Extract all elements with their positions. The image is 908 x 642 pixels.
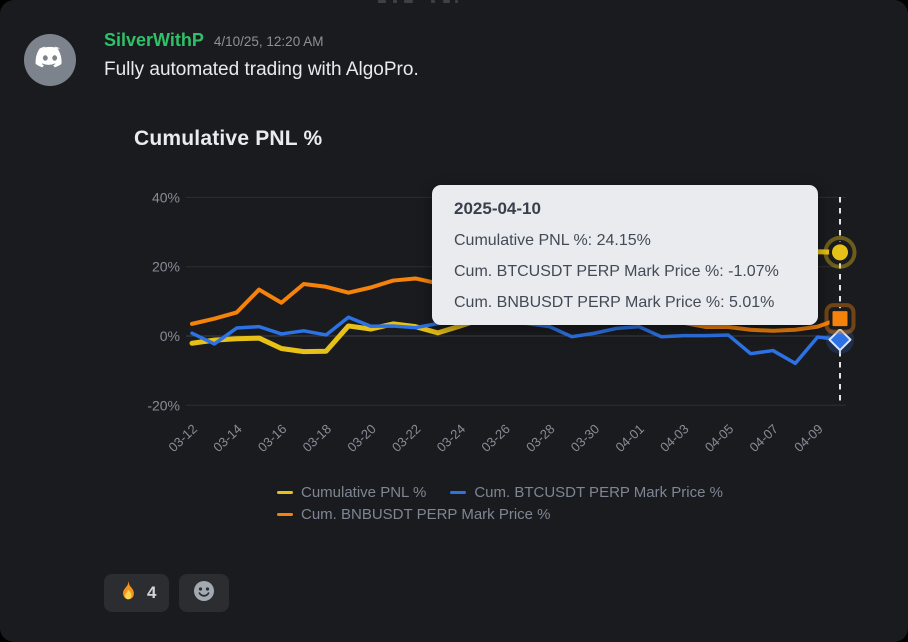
svg-text:20%: 20% [152,259,180,275]
legend-dash-icon [450,490,467,495]
message-header: SilverWithP 4/10/25, 12:20 AM [104,30,323,51]
svg-text:03-16: 03-16 [255,421,290,455]
svg-text:04-09: 04-09 [791,421,826,455]
svg-text:04-03: 04-03 [657,421,692,455]
svg-text:03-18: 03-18 [300,421,335,455]
tooltip-date: 2025-04-10 [454,199,541,218]
legend-label: Cum. BTCUSDT PERP Mark Price % [474,484,723,501]
chart-legend: Cumulative PNL % Cum. BTCUSDT PERP Mark P… [277,484,747,523]
tooltip-row: Cum. BTCUSDT PERP Mark Price %: -1.07% [454,263,779,280]
legend-dash-icon [277,512,293,517]
chart-title: Cumulative PNL % [134,127,323,150]
fire-reaction-pill[interactable]: 4 [104,574,170,612]
svg-text:04-05: 04-05 [702,421,737,455]
svg-text:03-22: 03-22 [389,421,424,455]
svg-text:03-24: 03-24 [434,421,469,455]
reaction-count: 4 [147,583,157,602]
legend-item: Cum. BNBUSDT PERP Mark Price % [277,506,551,523]
message-timestamp: 4/10/25, 12:20 AM [213,34,324,49]
message-text: Fully automated trading with AlgoPro. [104,59,419,80]
svg-text:40%: 40% [152,189,180,205]
svg-text:03-26: 03-26 [478,421,513,455]
avatar[interactable] [24,34,76,86]
svg-text:04-07: 04-07 [746,421,781,455]
legend-dash-icon [277,490,293,495]
username[interactable]: SilverWithP [104,30,204,50]
svg-text:03-20: 03-20 [344,421,379,455]
svg-text:-20%: -20% [147,397,180,413]
tooltip-row: Cum. BNBUSDT PERP Mark Price %: 5.01% [454,294,775,311]
add-reaction-button[interactable] [179,574,230,612]
svg-text:03-28: 03-28 [523,421,558,455]
svg-text:03-14: 03-14 [210,421,245,455]
fire-emoji [117,580,139,607]
discord-logo-icon [33,41,67,80]
add-reaction-smiley-icon [192,579,216,608]
legend-label: Cumulative PNL % [301,484,427,501]
svg-text:04-01: 04-01 [612,421,647,455]
legend-item: Cumulative PNL % [277,484,426,501]
tooltip-rows: Cumulative PNL %: 24.15% Cum. BTCUSDT PER… [454,225,818,318]
legend-item: Cum. BTCUSDT PERP Mark Price % [450,484,723,501]
svg-text:03-12: 03-12 [165,421,200,455]
reactions-row: 4 [104,574,230,612]
chart-tooltip: 2025-04-10 Cumulative PNL %: 24.15% Cum. … [432,185,818,325]
legend-label: Cum. BNBUSDT PERP Mark Price % [301,506,551,523]
tooltip-row: Cumulative PNL %: 24.15% [454,232,651,249]
svg-text:0%: 0% [160,328,180,344]
svg-text:03-30: 03-30 [568,421,603,455]
